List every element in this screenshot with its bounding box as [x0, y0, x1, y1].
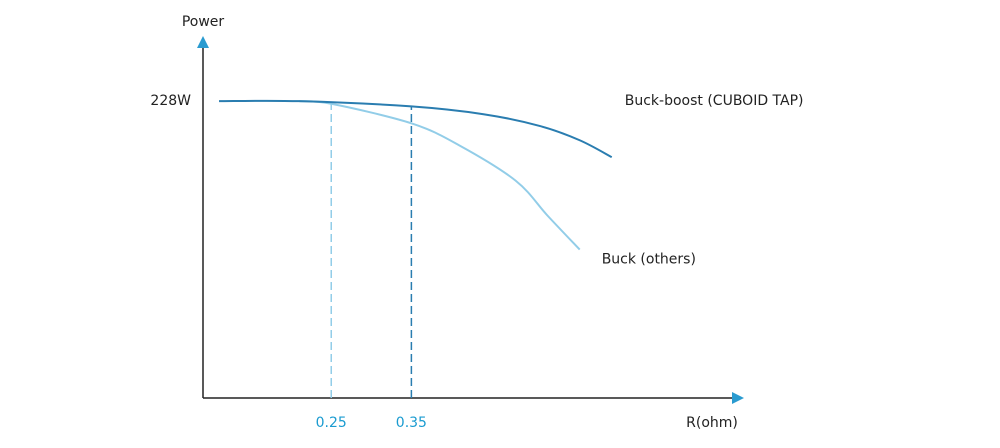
x-axis-label: R(ohm)	[686, 415, 738, 431]
x-tick-label: 0.25	[316, 415, 347, 431]
line-series	[299, 100, 581, 251]
y-axis-label: Power	[182, 14, 225, 30]
y-tick-label: 228W	[150, 93, 191, 109]
series-label: Buck-boost (CUBOID TAP)	[625, 93, 804, 109]
line-series	[219, 99, 613, 159]
series-label: Buck (others)	[602, 252, 696, 268]
x-tick-label: 0.35	[396, 415, 427, 431]
